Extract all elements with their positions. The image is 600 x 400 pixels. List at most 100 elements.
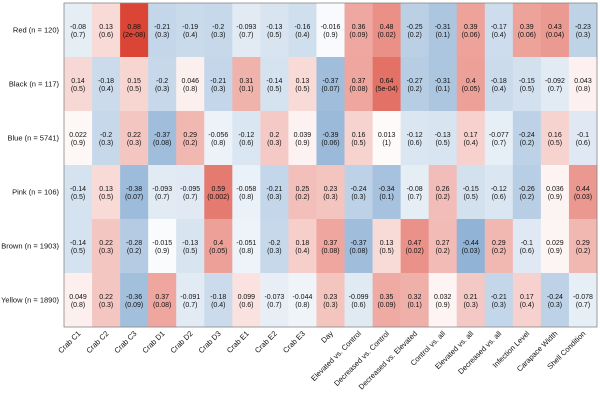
cell-pvalue: (0.2) xyxy=(183,140,197,147)
cell-value: -0.08 xyxy=(70,24,86,31)
heatmap-cell xyxy=(64,219,93,274)
cell-value: 0.25 xyxy=(296,186,310,193)
heatmap-cells: -0.08(0.7)0.13(0.6)0.88(2e-08)-0.21(0.3)… xyxy=(64,3,598,328)
cell-value: -0.14 xyxy=(266,78,282,85)
cell-value: 0.043 xyxy=(574,78,592,85)
cell-value: -0.37 xyxy=(351,240,367,247)
heatmap-cell xyxy=(92,219,121,274)
cell-value: -0.14 xyxy=(70,186,86,193)
cell-value: -0.077 xyxy=(489,132,509,139)
heatmap-cell xyxy=(428,273,458,328)
heatmap-cell xyxy=(260,3,289,58)
cell-value: 0.35 xyxy=(380,294,394,301)
heatmap-cell xyxy=(260,273,289,328)
cell-value: -0.24 xyxy=(547,294,563,301)
cell-value: -0.2 xyxy=(156,78,168,85)
heatmap-cell xyxy=(456,3,486,58)
cell-value: -0.016 xyxy=(321,24,341,31)
cell-pvalue: (0.5) xyxy=(127,86,141,93)
cell-value: -0.015 xyxy=(152,240,172,247)
cell-value: -0.2 xyxy=(212,24,224,31)
cell-value: -0.13 xyxy=(435,132,451,139)
cell-value: 0.13 xyxy=(99,186,113,193)
cell-value: -0.23 xyxy=(575,24,591,31)
cell-pvalue: (0.07) xyxy=(321,86,339,93)
cell-value: -0.1 xyxy=(577,132,589,139)
cell-value: 0.23 xyxy=(324,294,338,301)
cell-value: -0.17 xyxy=(491,24,507,31)
cell-pvalue: (0.03) xyxy=(462,248,480,255)
heatmap-cell xyxy=(64,111,93,166)
cell-value: 0.13 xyxy=(296,78,310,85)
cell-value: 0.14 xyxy=(71,78,85,85)
column-label: Elevated vs. Control xyxy=(309,329,363,383)
column-label: Crab D3 xyxy=(197,329,223,355)
cell-pvalue: (0.3) xyxy=(351,194,365,201)
cell-pvalue: (0.3) xyxy=(211,86,225,93)
cell-pvalue: (0.7) xyxy=(492,140,506,147)
cell-pvalue: (0.6) xyxy=(492,194,506,201)
heatmap-cell xyxy=(232,273,261,328)
heatmap-cell xyxy=(288,57,317,112)
cell-value: -0.092 xyxy=(545,78,565,85)
cell-value: -0.21 xyxy=(210,78,226,85)
cell-pvalue: (0.5) xyxy=(351,140,365,147)
cell-value: 0.032 xyxy=(434,294,452,301)
heatmap-cell xyxy=(260,165,289,220)
cell-pvalue: (0.2) xyxy=(436,194,450,201)
cell-pvalue: (0.08) xyxy=(349,86,367,93)
heatmap-cell xyxy=(428,219,458,274)
heatmap-cell xyxy=(316,111,345,166)
heatmap-cell xyxy=(400,3,429,58)
cell-value: 0.29 xyxy=(576,240,590,247)
cell-pvalue: (0.5) xyxy=(436,140,450,147)
cell-value: 0.88 xyxy=(127,24,141,31)
cell-pvalue: (0.3) xyxy=(99,248,113,255)
cell-value: -0.28 xyxy=(126,240,142,247)
cell-value: -0.056 xyxy=(208,132,228,139)
heatmap-cell xyxy=(372,219,401,274)
cell-value: 0.27 xyxy=(436,240,450,247)
heatmap-cell xyxy=(120,165,149,220)
cell-value: 0.21 xyxy=(464,294,478,301)
cell-pvalue: (0.2) xyxy=(520,194,534,201)
heatmap-cell xyxy=(288,3,317,58)
cell-value: 0.099 xyxy=(238,294,256,301)
cell-value: 0.39 xyxy=(520,24,534,31)
cell-pvalue: (0.05) xyxy=(462,86,480,93)
cell-pvalue: (0.3) xyxy=(323,194,337,201)
cell-pvalue: (0.8) xyxy=(71,302,85,309)
heatmap-cell xyxy=(316,165,345,220)
cell-value: 0.22 xyxy=(99,240,113,247)
heatmap-cell xyxy=(372,273,401,328)
heatmap-cell xyxy=(232,57,261,112)
cell-pvalue: (0.06) xyxy=(518,32,536,39)
heatmap-cell xyxy=(512,3,542,58)
cell-pvalue: (0.04) xyxy=(546,32,564,39)
cell-pvalue: (0.8) xyxy=(239,248,253,255)
heatmap-cell xyxy=(456,165,486,220)
heatmap-cell xyxy=(120,273,149,328)
cell-value: -0.21 xyxy=(154,24,170,31)
cell-value: -0.044 xyxy=(293,294,313,301)
cell-pvalue: (0.08) xyxy=(321,248,339,255)
cell-value: 0.64 xyxy=(380,78,394,85)
cell-value: -0.13 xyxy=(266,24,282,31)
heatmap-cell xyxy=(540,111,570,166)
heatmap-cell xyxy=(372,3,401,58)
heatmap-cell xyxy=(456,57,486,112)
cell-value: 0.049 xyxy=(69,294,87,301)
heatmap-cell xyxy=(120,111,149,166)
cell-value: 0.15 xyxy=(127,78,141,85)
cell-pvalue: (0.5) xyxy=(379,248,393,255)
heatmap-cell xyxy=(232,111,261,166)
cell-pvalue: (0.7) xyxy=(407,194,421,201)
heatmap-cell xyxy=(120,219,149,274)
heatmap-cell xyxy=(204,111,233,166)
cell-pvalue: (0.3) xyxy=(576,32,590,39)
heatmap-cell xyxy=(344,3,373,58)
cell-pvalue: (0.8) xyxy=(576,86,590,93)
cell-pvalue: (0.09) xyxy=(349,32,367,39)
heatmap-cell xyxy=(260,219,289,274)
cell-value: -0.36 xyxy=(126,294,142,301)
